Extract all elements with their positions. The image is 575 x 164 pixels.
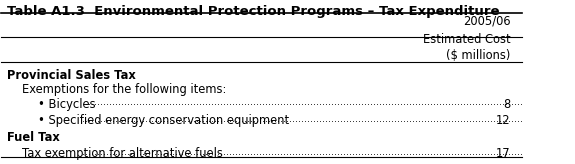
Text: Tax exemption for alternative fuels: Tax exemption for alternative fuels (22, 147, 223, 160)
Text: ($ millions): ($ millions) (446, 49, 511, 62)
Text: ................................................................................: ........................................… (82, 148, 562, 157)
Text: Fuel Tax: Fuel Tax (6, 132, 59, 144)
Text: Exemptions for the following items:: Exemptions for the following items: (22, 83, 227, 96)
Text: • Specified energy conservation equipment: • Specified energy conservation equipmen… (38, 114, 289, 127)
Text: Estimated Cost: Estimated Cost (423, 33, 511, 46)
Text: Provincial Sales Tax: Provincial Sales Tax (6, 69, 135, 82)
Text: 2005/06: 2005/06 (463, 15, 511, 28)
Text: 12: 12 (496, 114, 511, 127)
Text: 17: 17 (496, 147, 511, 160)
Text: ................................................................................: ........................................… (82, 98, 562, 107)
Text: Table A1.3  Environmental Protection Programs – Tax Expenditure: Table A1.3 Environmental Protection Prog… (6, 5, 499, 18)
Text: 8: 8 (504, 98, 511, 111)
Text: • Bicycles: • Bicycles (38, 98, 95, 111)
Text: ................................................................................: ........................................… (82, 115, 562, 124)
